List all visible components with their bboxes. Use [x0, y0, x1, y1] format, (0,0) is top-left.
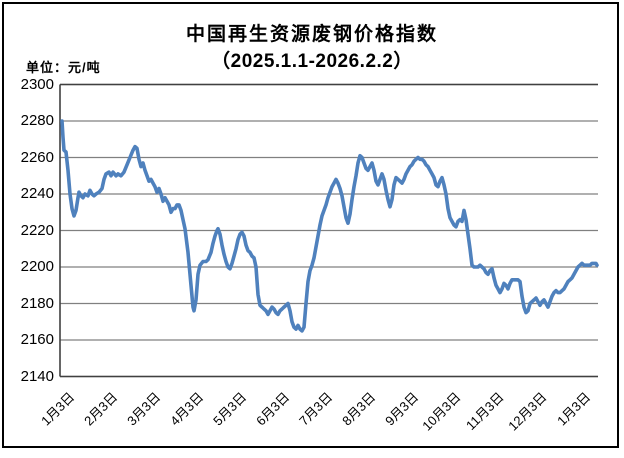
chart-frame-border — [2, 2, 619, 448]
y-tick-label: 2160 — [20, 331, 54, 348]
y-tick-label: 2140 — [20, 367, 54, 385]
chart-title: 中国再生资源废钢价格指数 — [185, 24, 438, 45]
price-line — [60, 119, 599, 333]
y-tick-label: 2220 — [20, 221, 54, 239]
y-tick-label: 2200 — [20, 258, 54, 275]
unit-label: 单位：元/吨 — [26, 60, 101, 75]
y-tick-label: 2300 — [20, 75, 54, 93]
chart-subtitle: （2025.1.1-2026.2.2） — [211, 51, 413, 72]
y-tick-label: 2280 — [20, 112, 54, 129]
y-tick-label: 2240 — [20, 185, 54, 202]
y-tick-label: 2180 — [20, 294, 54, 312]
y-tick-label: 2260 — [20, 148, 54, 166]
